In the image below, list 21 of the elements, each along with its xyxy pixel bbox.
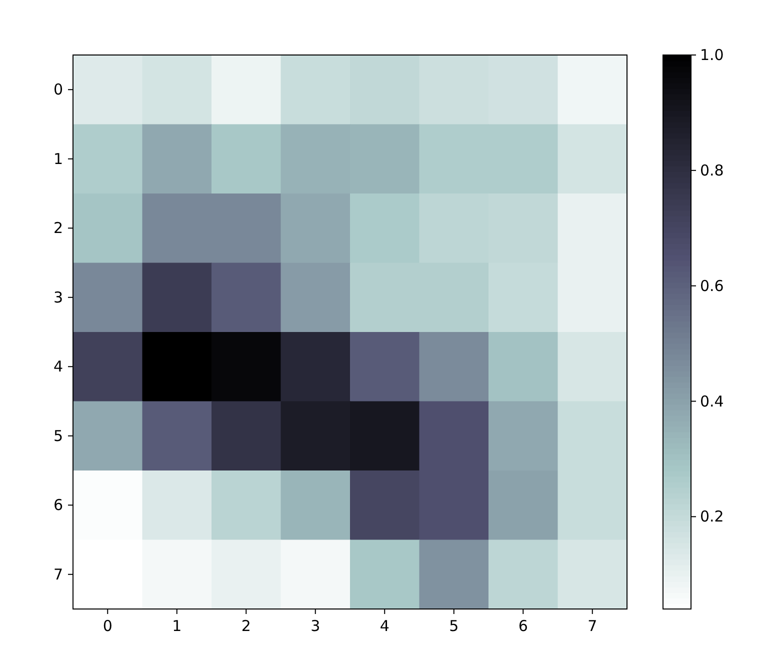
y-tick-label: 6 <box>53 496 63 514</box>
x-tick-label: 4 <box>380 617 390 635</box>
x-tick-label: 3 <box>310 617 320 635</box>
y-tick-label: 1 <box>53 150 63 168</box>
y-tick-label: 4 <box>53 358 63 376</box>
color-bar-label: 0.6 <box>700 276 724 295</box>
color-bar-label: 0.2 <box>700 508 724 526</box>
color-bar-label: 0.4 <box>700 392 724 410</box>
color-bar-label: 1.0 <box>700 46 724 64</box>
x-tick-label: 2 <box>241 617 251 635</box>
x-tick-label: 1 <box>172 617 182 635</box>
x-tick-label: 0 <box>102 617 112 635</box>
y-tick-label: 2 <box>53 219 63 238</box>
color-bar-label: 0.8 <box>700 161 724 180</box>
x-tick-label: 6 <box>518 617 528 635</box>
y-tick-label: 7 <box>53 565 63 584</box>
x-tick-label: 7 <box>588 617 598 635</box>
y-tick-label: 0 <box>53 80 63 99</box>
x-tick-label: 5 <box>449 617 459 635</box>
y-tick-label: 3 <box>53 288 63 306</box>
y-tick-label: 5 <box>53 426 63 445</box>
